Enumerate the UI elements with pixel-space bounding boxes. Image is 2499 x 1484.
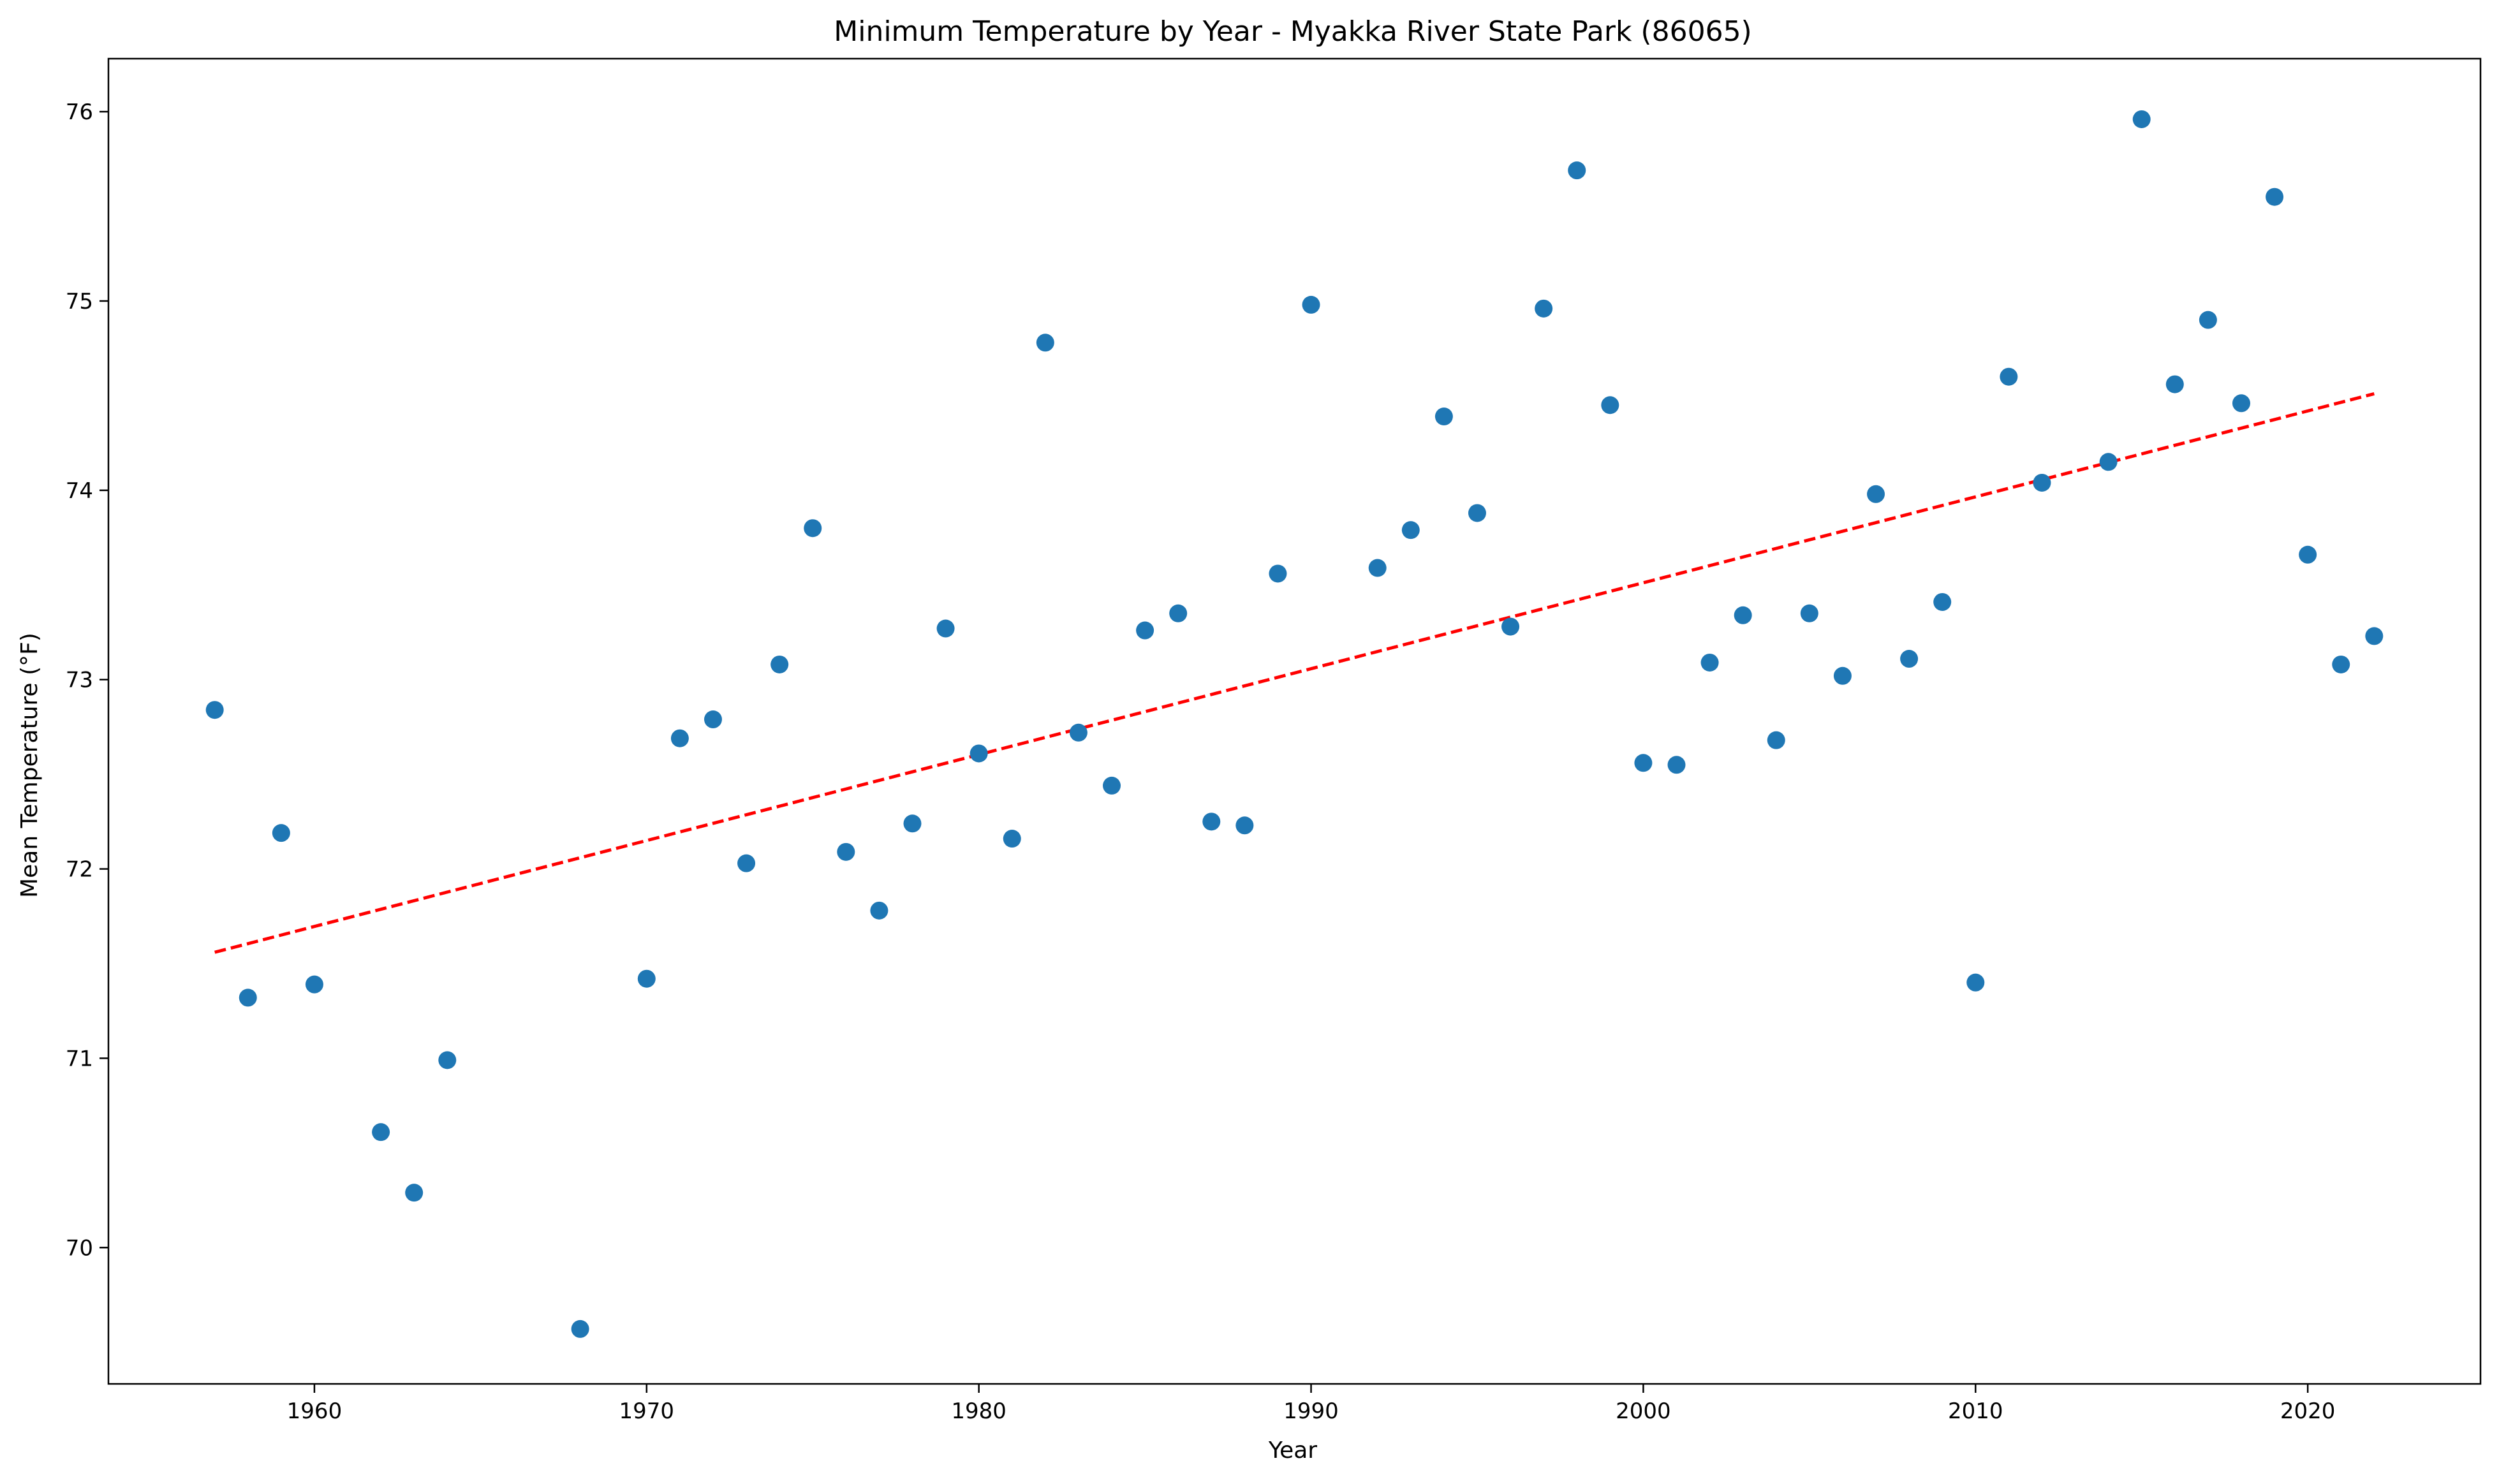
y-tick-label: 70 [66,1235,93,1261]
data-point [1834,667,1852,685]
data-point [1036,334,1054,351]
data-point [1966,974,1984,992]
x-tick-label: 2020 [2280,1399,2336,1424]
x-tick-label: 2010 [1948,1399,2003,1424]
x-tick-label: 1970 [619,1399,675,1424]
data-point [837,843,855,861]
y-tick-label: 72 [66,857,93,883]
data-point [937,620,955,638]
data-point [571,1320,589,1338]
data-point [870,902,888,920]
data-point [1302,296,1320,314]
data-point [1933,593,1951,611]
data-point [1136,622,1154,640]
data-point [1003,830,1021,848]
data-point [1900,650,1918,668]
data-point [1435,408,1453,425]
data-point [1634,754,1652,772]
data-point [1103,777,1121,795]
y-tick-label: 75 [66,289,93,314]
y-tick-label: 71 [66,1046,93,1071]
data-point [638,970,656,988]
data-point [1202,812,1220,830]
data-point [1501,618,1519,636]
data-point [2199,311,2217,329]
data-point [1734,606,1752,624]
data-point [1402,521,1420,539]
y-tick-label: 73 [66,668,93,693]
data-point [1667,756,1685,774]
data-point [1535,300,1552,318]
data-point [1767,731,1785,749]
data-point [1701,654,1719,672]
data-point [770,656,788,673]
x-tick-label: 1960 [287,1399,343,1424]
data-point [2033,474,2051,492]
data-point [2166,376,2184,393]
data-point [2365,627,2383,645]
data-point [2000,368,2017,386]
data-point [2299,546,2317,564]
data-point [1269,564,1286,582]
data-point [1568,161,1586,179]
x-tick-label: 1980 [951,1399,1006,1424]
data-point [671,730,689,747]
data-point [2232,394,2250,412]
y-axis-label: Mean Temperature (°F) [17,633,43,898]
y-tick-label: 76 [66,99,93,125]
data-point [1468,504,1486,522]
chart-title: Minimum Temperature by Year - Myakka Riv… [834,15,1751,48]
data-point [1369,559,1387,577]
data-point [2332,656,2350,673]
data-point [272,824,290,842]
data-point [1601,396,1619,414]
data-point [2133,110,2151,128]
x-axis-label: Year [1268,1437,1317,1464]
data-point [804,519,822,537]
data-point [1235,816,1253,834]
x-tick-label: 1990 [1283,1399,1339,1424]
data-point [1801,605,1818,622]
data-point [737,855,755,872]
data-point [306,976,323,994]
data-point [704,710,722,728]
data-point [970,744,988,762]
data-point [206,701,224,719]
data-point [1070,724,1087,742]
data-point [239,988,257,1006]
data-point [1867,485,1885,503]
data-point [405,1184,423,1201]
x-tick-label: 2000 [1616,1399,1671,1424]
data-point [438,1051,456,1069]
data-point [2266,188,2283,206]
data-point [1169,605,1187,622]
y-tick-label: 74 [66,478,93,504]
data-point [904,814,922,832]
data-point [372,1123,390,1141]
data-point [2100,453,2118,471]
